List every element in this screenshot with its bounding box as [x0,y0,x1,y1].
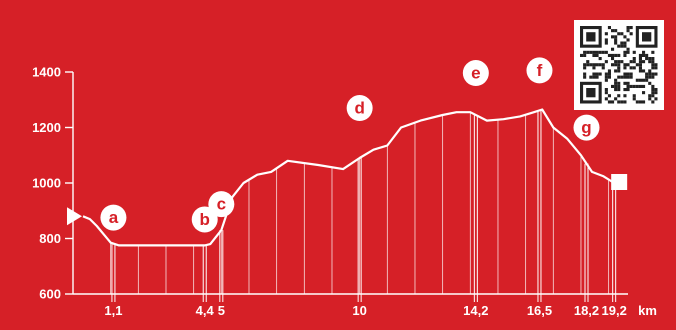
waypoint-badge [191,206,218,233]
y-tick-label: 1200 [32,120,61,135]
profile-start-end-markers [67,174,628,226]
y-tick-label: 1400 [32,65,61,80]
y-tick-label: 600 [39,287,61,302]
x-axis: 1,1 4,4 5 10 14,2 16,5 18,2 19,2 km [73,293,657,318]
waypoint-letter: e [471,64,480,83]
x-unit-label: km [638,303,657,318]
waypoint-badge [573,114,600,141]
waypoint-letter: a [109,208,119,227]
start-marker [67,207,82,226]
waypoint-d: d [346,95,373,122]
x-tick-label: 4,4 [196,303,215,318]
x-tick-label: 18,2 [574,303,599,318]
vertical-gridlines [110,110,617,302]
waypoint-badge [208,191,235,218]
end-marker [611,174,628,190]
waypoint-badge [100,204,127,231]
waypoint-letter: f [537,61,543,80]
y-tick-label: 1000 [32,176,61,191]
waypoint-letter: c [217,195,226,214]
x-tick-label: 1,1 [104,303,122,318]
x-tick-label: 19,2 [602,303,627,318]
waypoint-e: e [462,60,489,87]
waypoint-letter: b [200,210,210,229]
waypoint-a: a [100,204,127,231]
waypoint-badge [526,57,553,84]
waypoint-badge [346,95,373,122]
waypoint-letter: d [354,99,364,118]
x-tick-label: 5 [218,303,225,318]
x-tick-label: 10 [352,303,366,318]
x-tick-label: 14,2 [463,303,488,318]
waypoint-markers: a bc d e f g [100,57,600,233]
y-axis: 600 800 1000 1200 1400 [32,65,74,302]
y-tick-label: 800 [39,231,61,246]
waypoint-g: g [573,114,600,141]
waypoint-badge [462,60,489,87]
x-tick-label: 16,5 [527,303,552,318]
qr-code [574,20,664,110]
elevation-line [82,108,615,247]
waypoint-b: b [191,206,218,233]
waypoint-letter: g [581,118,591,137]
waypoint-c: c [208,191,235,218]
waypoint-f: f [526,57,553,84]
